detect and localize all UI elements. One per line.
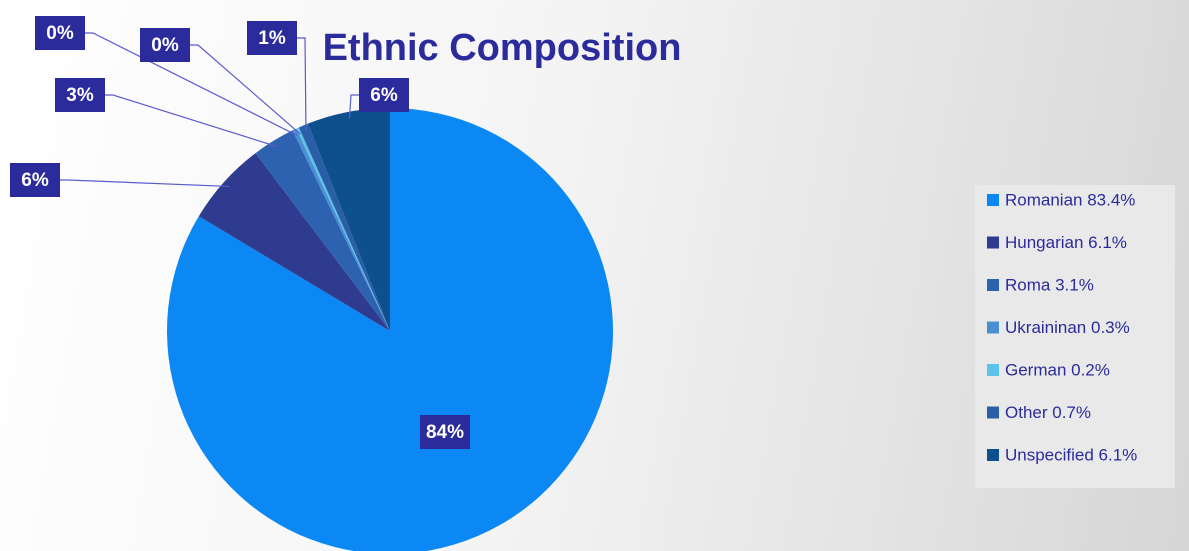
data-label: 0%: [151, 35, 179, 56]
data-label: 84%: [426, 422, 464, 443]
leader-line: [190, 44, 301, 135]
pie-slice: [296, 127, 390, 331]
legend-label: Romanian 83.4%: [1005, 190, 1135, 209]
leader-line: [348, 94, 359, 119]
data-label: 6%: [21, 170, 49, 191]
legend-swatch: [987, 279, 999, 291]
data-label-box: [10, 163, 60, 197]
legend-swatch: [987, 194, 999, 206]
data-label: 1%: [258, 28, 286, 49]
legend-label: Hungarian 6.1%: [1005, 233, 1127, 252]
data-label: 0%: [46, 23, 74, 44]
leader-line: [85, 32, 298, 137]
data-label: 6%: [370, 85, 398, 106]
legend-label: Unspecified 6.1%: [1005, 445, 1137, 464]
data-label-box: [35, 16, 85, 50]
data-label-box: [247, 21, 297, 55]
legend-label: Roma 3.1%: [1005, 275, 1094, 294]
chart-title: Ethnic Composition: [323, 27, 682, 69]
leader-line: [105, 94, 278, 148]
legend-label: Ukraininan 0.3%: [1005, 318, 1130, 337]
leader-line: [297, 37, 307, 132]
data-label-box: [359, 78, 409, 112]
data-label-box: [140, 28, 190, 62]
legend-swatch: [987, 364, 999, 376]
pie-slice: [307, 108, 390, 331]
data-label-box: [55, 78, 105, 112]
pie-slice: [298, 123, 390, 331]
pie-slice: [255, 130, 390, 331]
pie-slice: [292, 128, 390, 331]
data-label-box: [420, 415, 470, 449]
data-label: 3%: [66, 85, 94, 106]
legend-label: Other 0.7%: [1005, 403, 1091, 422]
legend-swatch: [987, 321, 999, 334]
legend-swatch: [987, 406, 999, 419]
pie-slice: [167, 108, 613, 551]
pie-slice: [198, 153, 390, 331]
legend-box: [975, 185, 1175, 488]
legend-swatch: [987, 236, 999, 249]
legend-label: German 0.2%: [1005, 360, 1110, 379]
leader-line: [60, 179, 230, 188]
legend-swatch: [987, 449, 999, 461]
